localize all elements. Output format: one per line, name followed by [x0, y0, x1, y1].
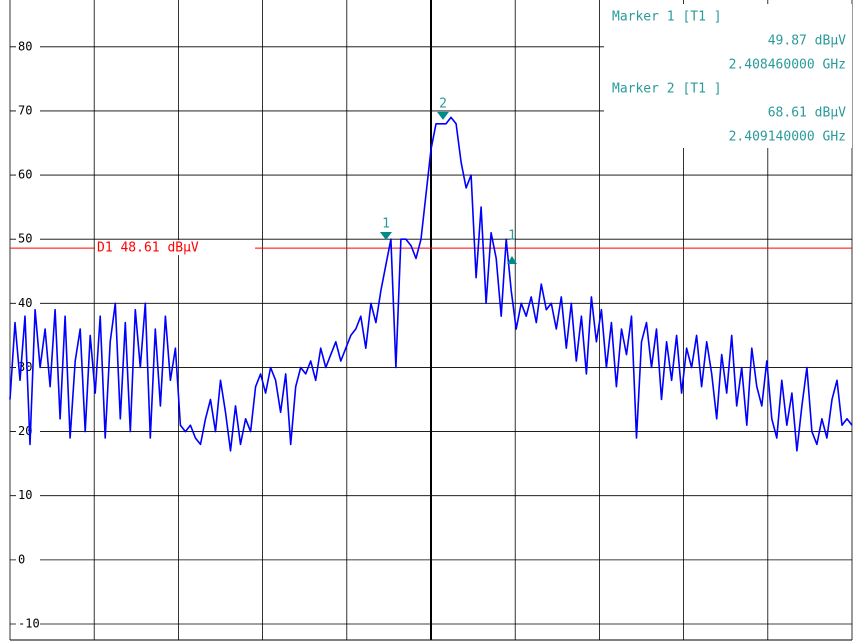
marker-readout: 2.408460000 GHz — [729, 58, 846, 73]
y-tick-label: -10 — [18, 616, 40, 630]
marker-readout: 49.87 dBµV — [768, 34, 846, 49]
marker-readout-bg — [604, 4, 852, 148]
tick-label-bg — [16, 552, 40, 567]
y-tick-label: 0 — [18, 552, 25, 566]
tick-label-bg — [16, 168, 40, 183]
y-tick-label: 80 — [18, 39, 32, 53]
tick-label-bg — [16, 488, 40, 503]
tick-label-bg — [16, 103, 40, 118]
marker-symbol: 1 — [382, 217, 390, 232]
tick-label-bg — [16, 232, 40, 247]
marker-symbol: 1 — [508, 229, 516, 244]
display-line-label: D1 48.61 dBµV — [97, 241, 199, 256]
marker-readout: 2.409140000 GHz — [729, 130, 846, 145]
marker-symbol: 2 — [439, 96, 447, 111]
marker-glyph — [507, 256, 517, 264]
y-tick-label: 70 — [18, 103, 32, 117]
y-tick-label: 40 — [18, 296, 32, 310]
trace — [9, 116, 853, 452]
marker-glyph — [437, 111, 449, 120]
tick-label-bg — [16, 39, 40, 54]
tick-label-bg — [16, 424, 40, 439]
display-line-label-bg — [95, 240, 255, 256]
tick-label-bg — [16, 616, 40, 631]
y-tick-label: 10 — [18, 488, 32, 502]
y-tick-label: 50 — [18, 232, 32, 246]
tick-label-bg — [16, 296, 40, 311]
marker-glyph — [380, 232, 392, 241]
marker-readout: 68.61 dBµV — [768, 106, 846, 121]
y-tick-label: 60 — [18, 168, 32, 182]
marker-readout: Marker 1 [T1 ] — [612, 10, 722, 25]
marker-readout: Marker 2 [T1 ] — [612, 82, 722, 97]
